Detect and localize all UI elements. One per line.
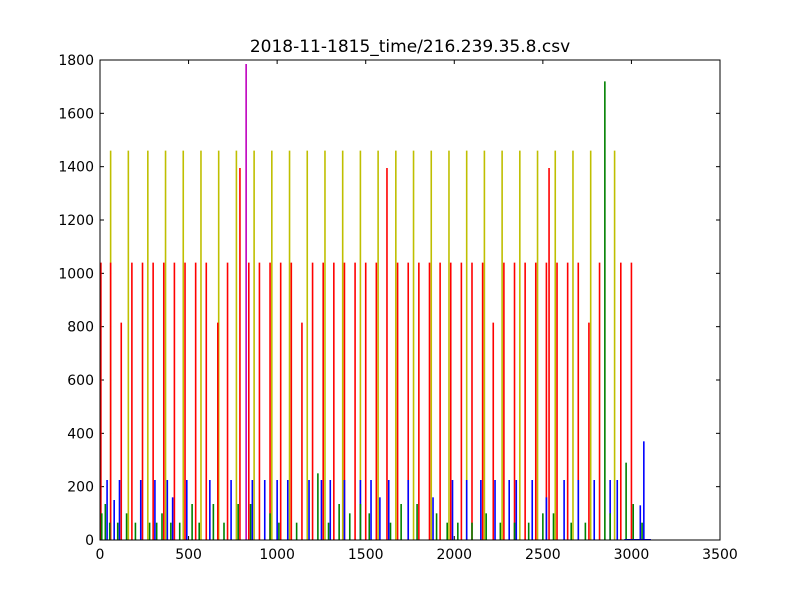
y-tick-label: 200	[67, 480, 94, 496]
y-tick-label: 1200	[58, 213, 94, 229]
y-axis: 0 200 400 600 800 1000 1200 1400 1600 1800	[58, 53, 720, 549]
plot-frame	[99, 59, 721, 541]
x-tick-label: 1000	[259, 547, 295, 563]
chart-title: 2018-11-1815_time/216.239.35.8.csv	[250, 37, 570, 57]
series-0	[109, 150, 616, 540]
series-4	[100, 81, 643, 540]
y-tick-label: 800	[67, 320, 94, 336]
plot-area	[100, 64, 651, 540]
y-tick-label: 1600	[58, 106, 94, 122]
y-tick-label: 0	[85, 533, 94, 549]
x-tick-label: 0	[96, 547, 105, 563]
y-tick-label: 1000	[58, 266, 94, 282]
x-axis: 0 500 1000 1500 2000 2500 3000 3500	[96, 60, 738, 563]
series-3	[106, 441, 645, 540]
x-tick-label: 2000	[436, 547, 472, 563]
x-tick-label: 2500	[525, 547, 561, 563]
x-tick-label: 3500	[702, 547, 738, 563]
x-tick-label: 1500	[348, 547, 384, 563]
y-tick-label: 600	[67, 373, 94, 389]
y-tick-label: 1800	[58, 53, 94, 69]
series-1	[100, 168, 633, 540]
y-tick-label: 1400	[58, 160, 94, 176]
y-tick-label: 400	[67, 426, 94, 442]
x-tick-label: 3000	[614, 547, 650, 563]
x-tick-label: 500	[175, 547, 202, 563]
